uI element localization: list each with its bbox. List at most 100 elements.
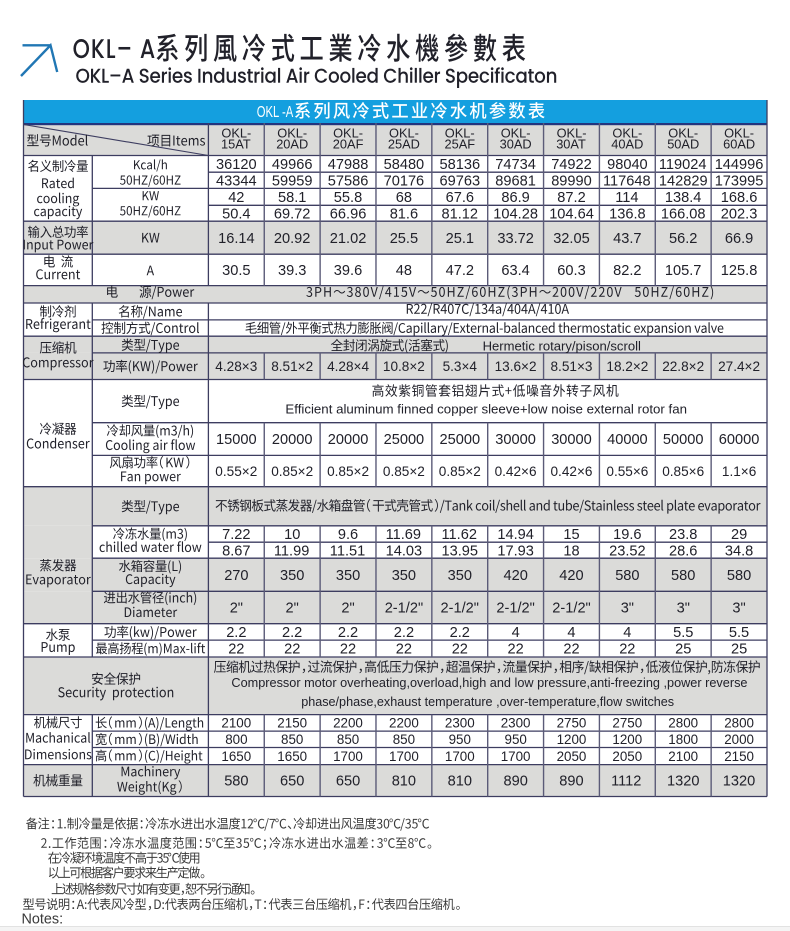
svg-text:2200: 2200 [389,716,419,731]
svg-text:119024: 119024 [659,157,707,173]
svg-text:1700: 1700 [389,749,419,764]
svg-text:8.51×2: 8.51×2 [271,359,313,374]
svg-text:Hermetic rotary/pison/scroll: Hermetic rotary/pison/scroll [483,338,641,353]
svg-text:60AD: 60AD [723,136,755,151]
svg-text:2.2: 2.2 [394,625,414,641]
svg-text:Compressor motor overheating,o: Compressor motor overheating,overload,hi… [231,675,747,690]
svg-text:40000: 40000 [607,432,648,448]
svg-text:0.55×2: 0.55×2 [215,464,257,479]
svg-text:25000: 25000 [440,432,481,448]
svg-text:67.6: 67.6 [446,190,474,206]
svg-text:20AF: 20AF [333,136,364,151]
svg-text:43.7: 43.7 [613,231,641,247]
svg-text:800: 800 [225,732,247,747]
svg-text:82.2: 82.2 [613,263,641,279]
svg-text:580: 580 [727,568,751,584]
svg-text:68: 68 [396,190,412,206]
svg-text:4.28×4: 4.28×4 [327,359,369,374]
svg-text:0.55×6: 0.55×6 [606,464,648,479]
svg-text:36120: 36120 [216,157,257,173]
svg-text:138.4: 138.4 [665,190,702,206]
svg-text:87.2: 87.2 [557,190,585,206]
svg-text:1700: 1700 [501,749,531,764]
svg-text:950: 950 [449,732,471,747]
svg-text:1700: 1700 [333,749,363,764]
svg-text:580: 580 [224,774,248,790]
svg-text:0.85×2: 0.85×2 [327,464,369,479]
svg-text:OKL-: OKL- [445,126,475,141]
svg-text:850: 850 [393,732,415,747]
svg-text:136.8: 136.8 [609,206,646,222]
svg-text:20.92: 20.92 [274,231,311,247]
svg-text:22: 22 [508,642,524,658]
svg-text:phase/phase,exhaust temperatur: phase/phase,exhaust temperature ,over-te… [301,694,674,709]
svg-text:66.9: 66.9 [725,231,753,247]
svg-text:9.6: 9.6 [338,527,358,543]
svg-text:0.42×6: 0.42×6 [495,464,537,479]
svg-text:28.6: 28.6 [669,543,697,559]
svg-text:22.8×2: 22.8×2 [662,359,704,374]
svg-text:OKL-: OKL- [221,126,251,141]
svg-text:810: 810 [392,774,416,790]
svg-text:3": 3" [732,601,745,617]
svg-text:5.3×4: 5.3×4 [443,359,478,374]
svg-text:2100: 2100 [668,749,698,764]
svg-text:173995: 173995 [715,174,764,190]
svg-text:29: 29 [731,527,747,543]
svg-text:33.72: 33.72 [497,231,534,247]
svg-text:0.85×2: 0.85×2 [439,464,481,479]
svg-text:950: 950 [505,732,527,747]
svg-text:8.67: 8.67 [222,543,250,559]
svg-text:114: 114 [615,190,638,206]
svg-text:25000: 25000 [384,432,425,448]
svg-text:81.12: 81.12 [442,206,479,222]
svg-text:2200: 2200 [333,716,363,731]
svg-text:22: 22 [340,642,356,658]
svg-text:39.6: 39.6 [334,263,362,279]
svg-text:20AD: 20AD [276,136,308,151]
svg-text:20000: 20000 [328,432,369,448]
svg-text:2-1/2": 2-1/2" [552,601,590,617]
svg-text:57586: 57586 [328,174,369,190]
svg-text:2800: 2800 [724,716,754,731]
svg-text:3": 3" [677,601,690,617]
svg-text:43344: 43344 [216,174,257,190]
svg-text:32.05: 32.05 [553,231,590,247]
svg-text:5.5: 5.5 [729,625,749,641]
svg-text:25.5: 25.5 [390,231,418,247]
svg-text:89990: 89990 [551,174,592,190]
svg-text:580: 580 [615,568,639,584]
svg-text:7.22: 7.22 [222,527,250,543]
svg-text:OKL-: OKL- [668,126,698,141]
svg-text:22: 22 [228,642,244,658]
svg-text:650: 650 [336,774,360,790]
svg-text:OKL-: OKL- [277,126,307,141]
svg-text:Notes:: Notes: [22,912,64,928]
svg-text:1.1×6: 1.1×6 [722,464,756,479]
svg-text:2800: 2800 [668,716,698,731]
svg-text:2000: 2000 [724,732,754,747]
svg-text:63.4: 63.4 [501,263,529,279]
svg-text:810: 810 [448,774,472,790]
svg-text:1800: 1800 [668,732,698,747]
svg-text:69.72: 69.72 [274,206,311,222]
svg-text:22: 22 [619,642,635,658]
svg-text:144996: 144996 [715,157,764,173]
svg-text:48: 48 [396,263,412,279]
svg-text:58480: 58480 [384,157,425,173]
svg-text:15AT: 15AT [221,136,251,151]
svg-text:OKL-: OKL- [333,126,363,141]
svg-text:104.28: 104.28 [493,206,538,222]
svg-text:2750: 2750 [612,716,642,731]
svg-text:0.85×2: 0.85×2 [271,464,313,479]
svg-text:890: 890 [504,774,528,790]
svg-text:2": 2" [341,601,354,617]
svg-text:81.6: 81.6 [390,206,418,222]
svg-text:2100: 2100 [221,716,251,731]
svg-text:1650: 1650 [277,749,307,764]
svg-text:125.8: 125.8 [721,263,758,279]
svg-text:1200: 1200 [557,732,587,747]
svg-text:4: 4 [623,625,631,641]
svg-text:58.1: 58.1 [278,190,306,206]
svg-text:74734: 74734 [495,157,536,173]
